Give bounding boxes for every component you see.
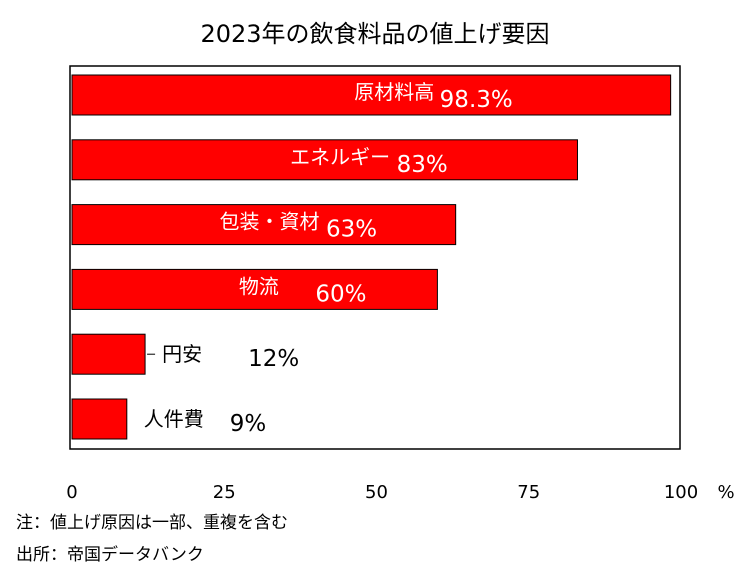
x-tick-label: 0: [66, 482, 77, 503]
plot-area: [69, 65, 681, 450]
bar: [71, 268, 438, 310]
bar-value-label: 60%: [315, 281, 366, 307]
bar: [71, 204, 457, 246]
bar-category-label: 円安: [162, 342, 202, 366]
bar-value-label: 63%: [326, 217, 377, 243]
x-tick-label: 75: [517, 482, 540, 503]
bar-value-label: 12%: [248, 346, 299, 372]
bar-value-label: 83%: [397, 152, 448, 178]
bar-value-label: 9%: [230, 411, 267, 437]
x-tick-label: 25: [213, 482, 236, 503]
bar-category-label: 包装・資材: [220, 210, 320, 234]
bar-category-label: 原材料高: [354, 80, 434, 104]
chart-title: 2023年の飲食料品の値上げ要因: [200, 20, 549, 48]
x-tick-label: 50: [365, 482, 388, 503]
x-tick-label: 100: [664, 482, 698, 503]
bar: [71, 398, 128, 440]
x-axis-ticks: 0 25 50 75 100: [66, 482, 698, 503]
note-1: 注：値上げ原因は一部、重複を含む: [16, 513, 288, 533]
bar-category-label: 人件費: [144, 407, 204, 431]
bar-value-label: 98.3%: [440, 87, 513, 113]
bar-category-label: エネルギー: [290, 145, 390, 169]
note-2: 出所：帝国データバンク: [16, 544, 204, 565]
x-axis-unit: %: [717, 482, 734, 503]
bar-category-label: 物流: [239, 274, 279, 298]
bar: [71, 139, 578, 181]
bar: [71, 333, 146, 375]
bars-layer: 原材料高 98.3% エネルギー 83% 包装・資材 63% 物流 60% 円安 12% 人件費 9%: [71, 74, 672, 440]
bar: [71, 74, 672, 116]
